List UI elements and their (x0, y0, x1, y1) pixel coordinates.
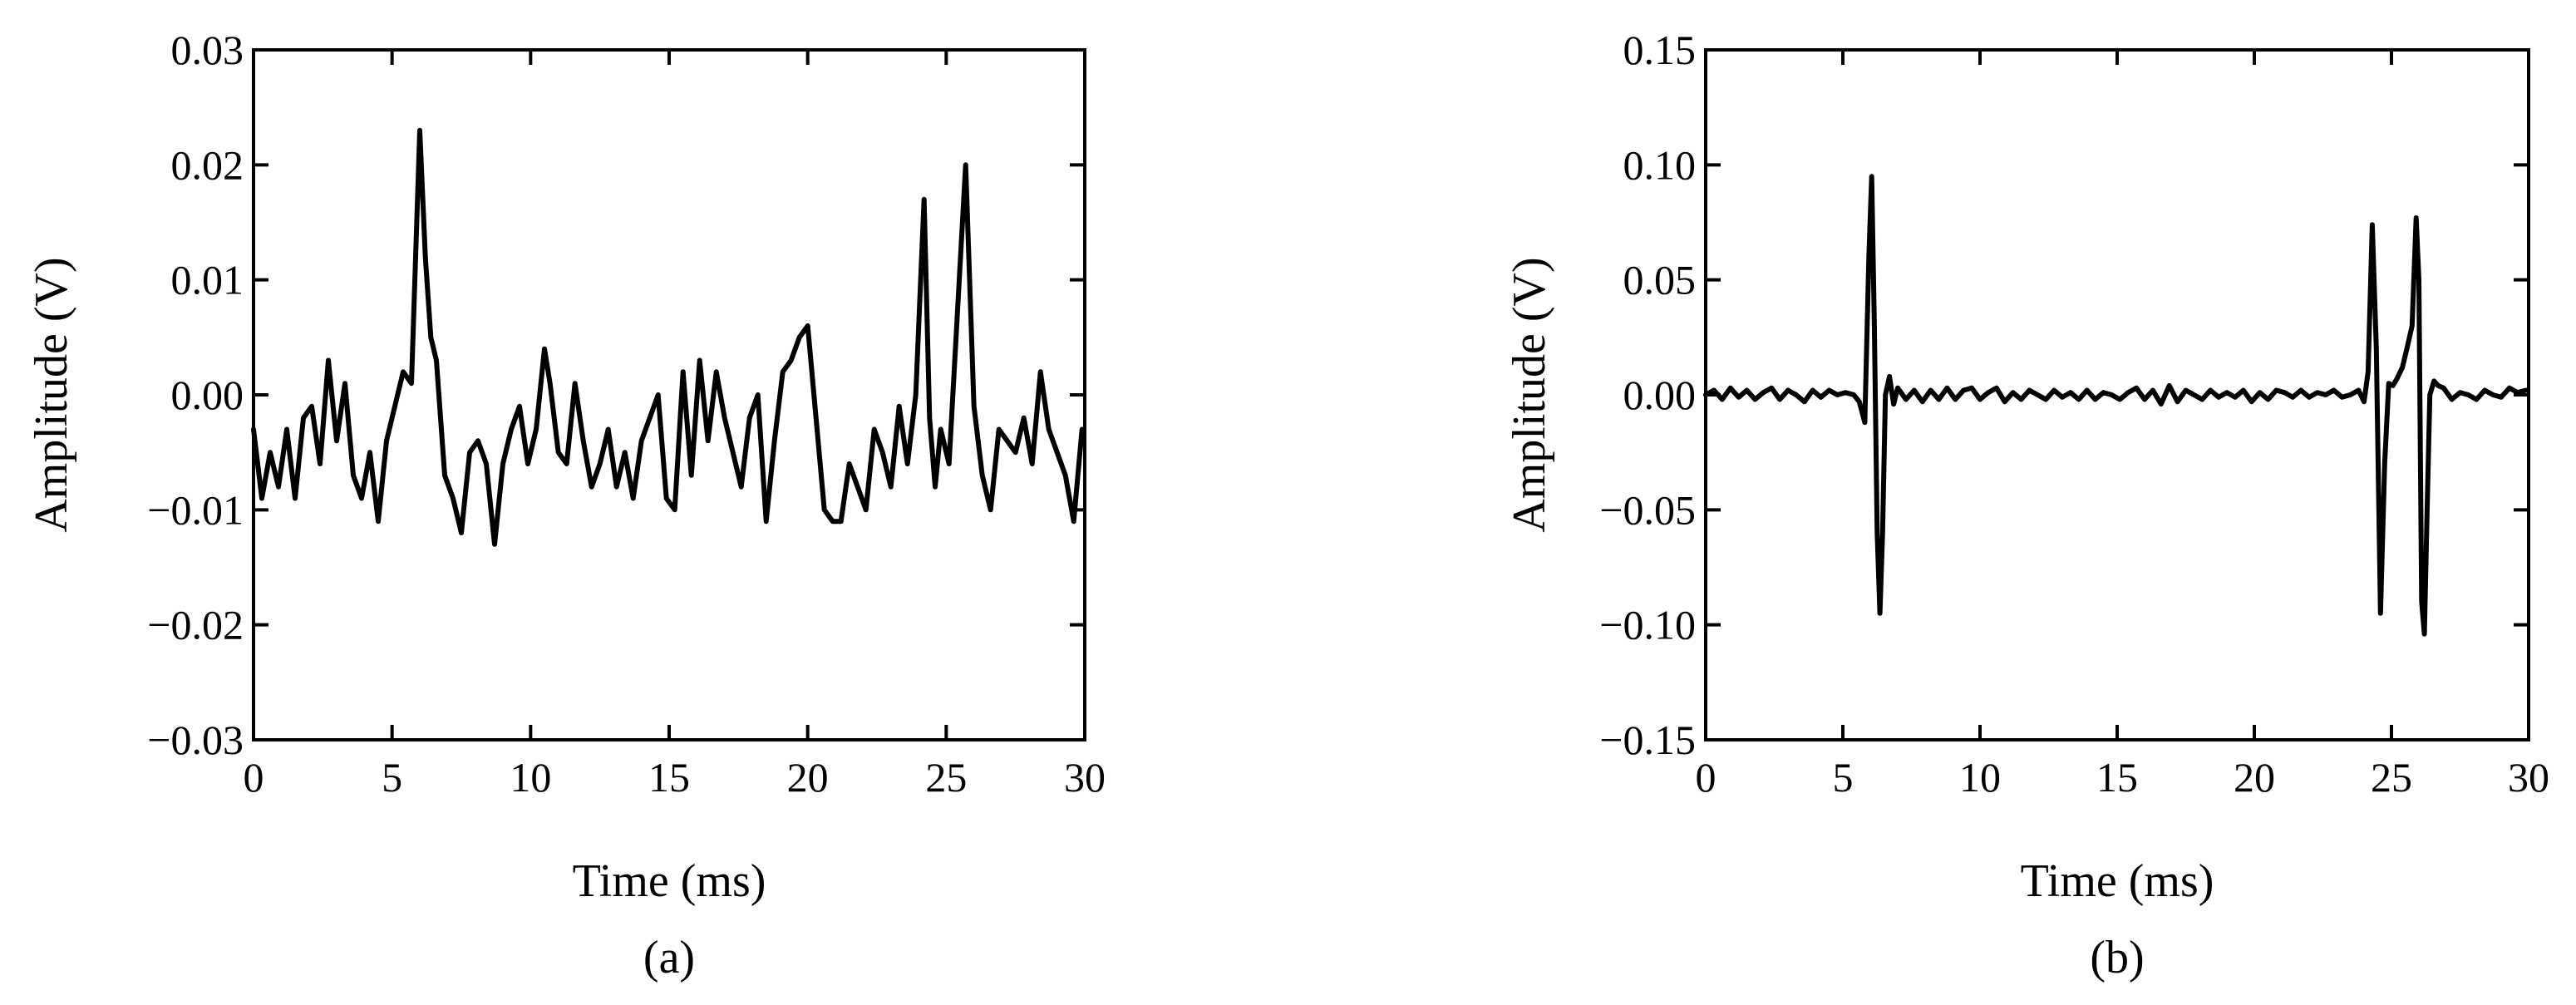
x-tick-label-b: 10 (1959, 754, 2001, 801)
panel-caption-b: (b) (2090, 932, 2144, 983)
series-line-a (251, 127, 1085, 547)
plot-frame-a (252, 48, 1086, 741)
x-tick-label-b: 30 (2508, 754, 2549, 801)
y-tick-label-b: 0.05 (1623, 257, 1697, 303)
y-tick-label-a: −0.02 (147, 602, 244, 648)
x-tick-label-b: 15 (2096, 754, 2138, 801)
y-tick-label-b: −0.05 (1599, 486, 1696, 533)
y-tick-label-a: 0.02 (171, 141, 244, 188)
y-tick-label-a: −0.03 (147, 717, 244, 763)
x-tick-label-a: 0 (244, 754, 264, 801)
y-tick-label-b: −0.10 (1599, 602, 1696, 648)
x-ticks-b: 0 5 10 15 20 25 30 (1696, 50, 2549, 801)
x-tick-label-b: 0 (1696, 754, 1717, 801)
y-tick-label-b: 0.15 (1623, 27, 1697, 73)
y-tick-label-b: 0.00 (1623, 372, 1697, 418)
y-axis-title-b: Amplitude (V) (1504, 257, 1555, 532)
x-ticks-a: 0 5 10 15 20 25 30 (244, 50, 1106, 801)
y-tick-label-a: 0.00 (171, 372, 244, 418)
x-tick-label-a: 5 (382, 754, 402, 801)
y-tick-label-a: 0.01 (171, 257, 244, 303)
x-tick-label-a: 15 (648, 754, 690, 801)
y-ticks-a: −0.03 −0.02 −0.01 0.00 0.01 0.02 0.03 (147, 27, 1085, 763)
y-axis-title-a: Amplitude (V) (26, 257, 77, 532)
x-axis-title-a: Time (ms) (573, 855, 766, 907)
y-tick-label-a: −0.01 (147, 486, 244, 533)
x-tick-label-a: 20 (787, 754, 829, 801)
x-tick-label-a: 30 (1064, 754, 1106, 801)
x-tick-label-a: 25 (925, 754, 967, 801)
x-tick-label-b: 5 (1833, 754, 1854, 801)
chart-panel-a: 0 5 10 15 20 25 30 −0.03 −0.02 −0.01 0.00 0.01 0.02… (26, 27, 1106, 983)
y-ticks-b: −0.15 −0.10 −0.05 0.00 0.05 0.10 0.15 (1599, 27, 2529, 763)
y-tick-label-b: −0.15 (1599, 717, 1696, 763)
x-tick-label-a: 10 (510, 754, 551, 801)
plot-frame-b (1704, 48, 2530, 741)
chart-panel-b: 0 5 10 15 20 25 30 −0.15 −0.10 −0.05 0.00 0.05 0.10… (1504, 27, 2549, 983)
x-tick-label-b: 20 (2234, 754, 2275, 801)
series-line-b (1703, 174, 2529, 637)
x-tick-label-b: 25 (2371, 754, 2412, 801)
y-tick-label-b: 0.10 (1623, 141, 1697, 188)
x-axis-title-b: Time (ms) (2021, 855, 2214, 907)
y-tick-label-a: 0.03 (171, 27, 244, 73)
panel-caption-a: (a) (643, 932, 695, 983)
